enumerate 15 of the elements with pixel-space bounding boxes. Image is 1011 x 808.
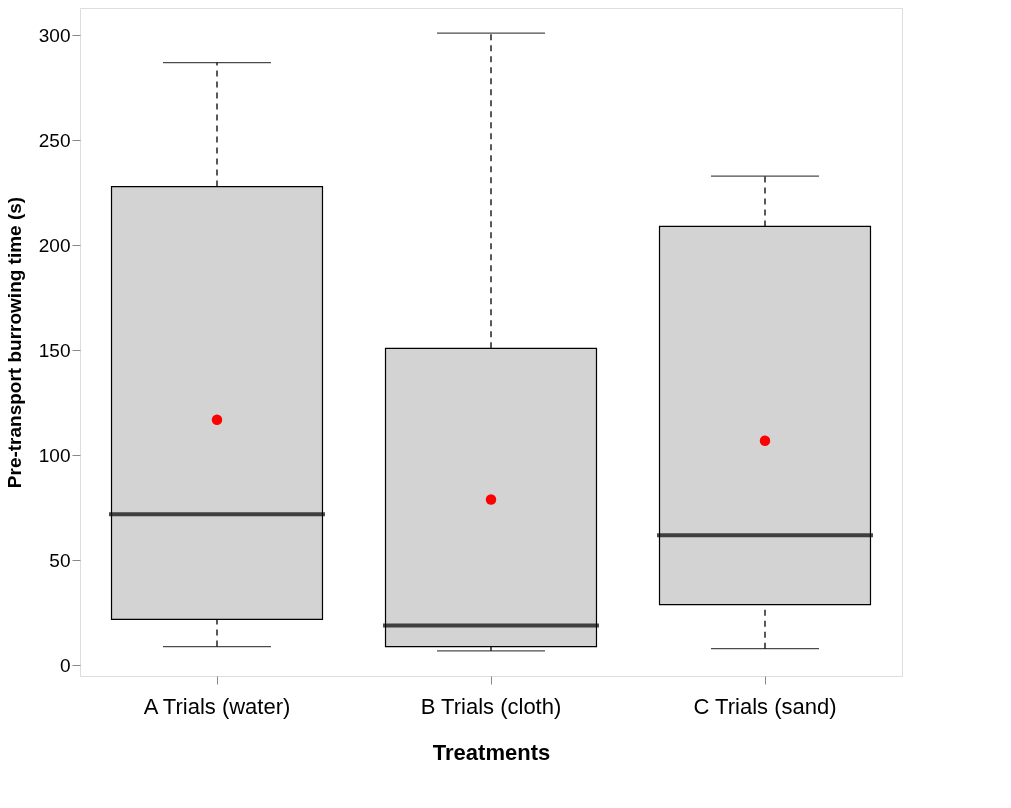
point <box>759 435 771 446</box>
y-tick-label: 50 <box>49 549 71 571</box>
x-axis-title: Treatments <box>432 739 551 765</box>
x-tick-label: B Trials (cloth) <box>420 693 562 719</box>
y-tick-label: 300 <box>38 24 71 46</box>
y-tick-label: 250 <box>38 129 71 151</box>
point <box>485 494 497 505</box>
x-tick-label: C Trials (sand) <box>693 693 837 719</box>
y-tick-label: 0 <box>59 655 71 676</box>
y-tick-label: 100 <box>38 444 71 466</box>
point <box>211 414 223 425</box>
x-tick-label: A Trials (water) <box>143 693 291 719</box>
y-tick-label: 200 <box>38 234 71 256</box>
y-axis-title: Pre-transport burrowing time (s) <box>3 196 25 489</box>
y-tick-label: 150 <box>38 339 71 361</box>
